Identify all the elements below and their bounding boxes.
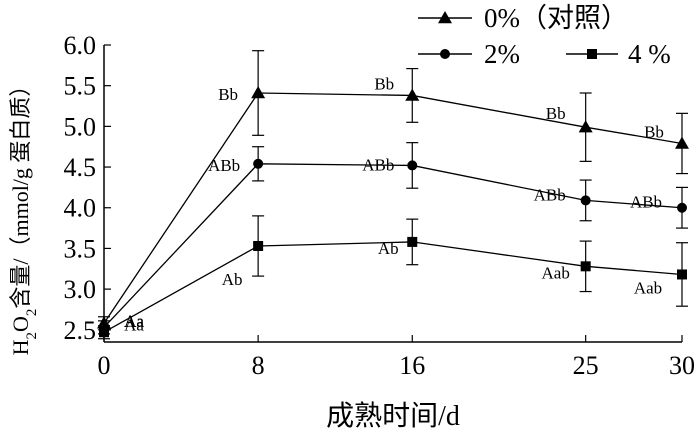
y-tick-label: 5.5: [64, 72, 97, 101]
data-point: [99, 327, 109, 338]
x-tick-label: 0: [98, 351, 111, 380]
data-point: [677, 269, 687, 280]
legend-item-two-percent: 2%: [418, 39, 520, 69]
legend-item-control: 0%（对照）: [418, 3, 628, 33]
data-label: ABb: [630, 193, 662, 212]
data-label: Aa: [124, 312, 144, 331]
legend-marker: [440, 49, 450, 59]
legend-item-four-percent: 4 %: [566, 39, 671, 69]
data-point: [675, 136, 689, 149]
x-axis-label: 成熟时间/d: [326, 400, 460, 432]
data-label: Bb: [546, 104, 566, 123]
series-four-percent: Aa Ab Ab Aab Aab: [98, 215, 688, 340]
data-point: [407, 236, 418, 247]
data-label: Bb: [644, 122, 664, 141]
data-point: [253, 240, 264, 251]
data-label: Bb: [218, 85, 238, 104]
y-tick-label: 6.0: [64, 31, 97, 60]
data-point: [251, 86, 266, 99]
data-point: [580, 195, 591, 206]
data-label: Aab: [542, 263, 570, 282]
series-line: [103, 92, 683, 324]
legend-marker: [587, 49, 597, 59]
data-label: Aa: [124, 311, 144, 330]
legend-label: 2%: [484, 39, 520, 69]
x-tick-label: 8: [252, 351, 265, 380]
data-point: [580, 261, 591, 272]
ticks: 2.5 3.0 3.5 4.0 4.5 5.0 5.5 6.0 0 8 16 25 30: [64, 31, 696, 380]
data-point: [253, 158, 264, 169]
legend: 0%（对照） 2% 4 %: [418, 3, 671, 69]
data-label: ABb: [208, 156, 240, 175]
y-tick-label: 3.5: [64, 234, 97, 263]
legend-marker: [438, 11, 452, 24]
data-label: Aab: [634, 278, 662, 297]
y-tick-label: 4.0: [64, 194, 97, 223]
y-tick-label: 5.0: [64, 112, 97, 141]
data-point: [677, 202, 687, 213]
y-tick-label: 3.0: [64, 275, 97, 304]
data-label: Ab: [378, 239, 399, 258]
data-point: [407, 160, 418, 171]
data-point: [578, 120, 593, 133]
data-label: Aa: [124, 315, 144, 334]
x-tick-label: 30: [669, 351, 695, 380]
data-label: ABb: [534, 185, 566, 204]
series-control: Aa Bb Bb Bb Bb: [97, 50, 689, 334]
legend-label: 0%（对照）: [484, 3, 628, 33]
y-axis-label: H2O2含量/（mmol/g 蛋白质）: [8, 75, 40, 356]
legend-label: 4 %: [628, 39, 671, 69]
x-tick-label: 16: [399, 351, 425, 380]
y-tick-label: 4.5: [64, 153, 97, 182]
y-tick-label: 2.5: [64, 316, 97, 345]
data-label: ABb: [362, 155, 394, 174]
data-label: Bb: [374, 74, 394, 93]
x-tick-label: 25: [573, 351, 599, 380]
data-point: [405, 88, 420, 101]
data-label: Ab: [222, 270, 243, 289]
